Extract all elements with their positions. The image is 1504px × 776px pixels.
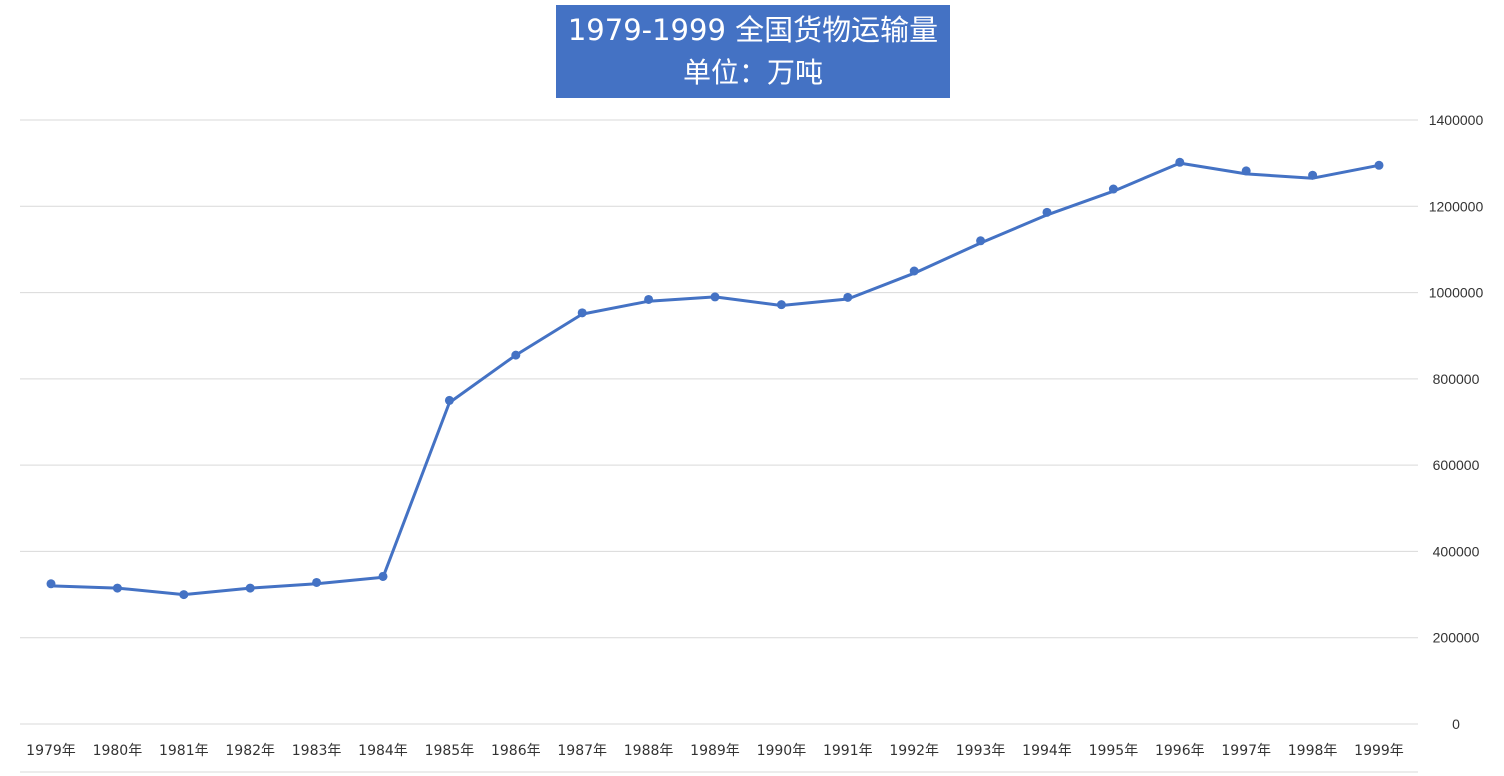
y-axis-ticks: 0 200000 400000 600000 800000 1000000 1200000 1… [1429,112,1484,732]
x-tick-label: 1997年 [1221,743,1271,759]
x-tick-label: 1980年 [93,743,143,759]
data-point [1175,157,1185,167]
gridlines [20,119,1418,773]
x-tick-label: 1986年 [491,743,541,759]
x-tick-label: 1985年 [425,743,475,759]
data-point [976,236,986,246]
data-point [1308,170,1318,180]
x-tick-label: 1999年 [1354,743,1404,759]
x-axis-ticks: 1979年 1980年 1981年 1982年 1983年 1984年 1985年 1986年… [26,743,1404,759]
x-tick-label: 1983年 [292,743,342,759]
x-tick-label: 1993年 [956,743,1006,759]
title-background [556,5,950,98]
data-point [776,300,786,310]
x-tick-label: 1989年 [690,743,740,759]
data-point [46,579,56,589]
x-tick-label: 1994年 [1022,743,1072,759]
series [46,157,1384,600]
x-tick-label: 1992年 [889,743,939,759]
x-tick-label: 1979年 [26,743,76,759]
data-point [112,583,122,593]
data-point [577,308,587,318]
x-tick-label: 1995年 [1089,743,1139,759]
x-tick-label: 1996年 [1155,743,1205,759]
data-point [1374,160,1384,170]
data-point [909,266,919,276]
data-point [444,395,454,405]
data-point [1108,184,1118,194]
data-point [710,292,720,302]
x-tick-label: 1982年 [225,743,275,759]
x-tick-label: 1998年 [1288,743,1338,759]
y-tick-label: 1000000 [1429,285,1484,301]
chart-subtitle: 单位：万吨 [683,56,823,89]
x-tick-label: 1988年 [624,743,674,759]
x-tick-label: 1981年 [159,743,209,759]
y-tick-label: 1200000 [1429,198,1484,214]
x-tick-label: 1987年 [557,743,607,759]
x-tick-label: 1991年 [823,743,873,759]
y-tick-label: 800000 [1433,371,1480,387]
x-tick-label: 1990年 [757,743,807,759]
y-tick-label: 200000 [1433,630,1480,646]
data-point [644,294,654,304]
y-tick-label: 1400000 [1429,112,1484,128]
data-point [843,292,853,302]
data-point [179,590,189,600]
chart-title-box: 1979-1999 全国货物运输量 单位：万吨 [556,5,950,98]
x-tick-label: 1984年 [358,743,408,759]
data-point [1042,207,1052,217]
data-point [312,577,322,587]
y-tick-label: 600000 [1433,457,1480,473]
data-point [1241,166,1251,176]
y-tick-label: 400000 [1433,543,1480,559]
y-tick-label: 0 [1452,716,1460,732]
chart-title: 1979-1999 全国货物运输量 [568,13,938,47]
data-point [245,583,255,593]
data-point [378,571,388,581]
data-point [511,350,521,360]
